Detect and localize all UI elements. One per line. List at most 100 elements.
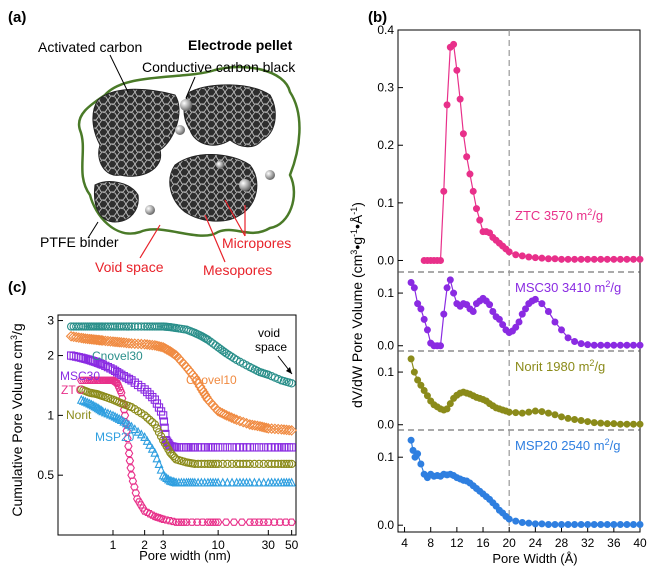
panel-b-data-point <box>457 96 463 102</box>
panel-b-data-point <box>604 256 610 262</box>
panel-b-xtick-label: 12 <box>450 536 464 550</box>
label-activated-carbon: Activated carbon <box>38 39 142 55</box>
panel-b-data-point <box>506 409 512 415</box>
carbon-black-sphere <box>180 99 192 111</box>
panel-b-data-point <box>513 410 519 416</box>
panel-b-data-point <box>545 309 551 315</box>
carbon-particle-2 <box>184 85 275 147</box>
panel-b-data-point <box>598 256 604 262</box>
panel-b-data-point <box>460 131 466 137</box>
panel-b-data-point <box>565 522 571 528</box>
panel-b-data-point <box>572 256 578 262</box>
panel-b-data-point <box>630 421 636 427</box>
panel-b-data-point <box>447 277 453 283</box>
panel-b-data-point <box>552 412 558 418</box>
carbon-black-sphere <box>216 161 224 169</box>
panel-c-data-point <box>223 519 230 525</box>
panel-b: (b) dV/dW Pore Volume (cm3•g-1•Å-1) Pore… <box>349 9 647 566</box>
panel-b-data-point <box>637 421 643 427</box>
void-space-annotation-line1: void <box>258 326 280 340</box>
panel-b-xtick-label: 32 <box>581 536 595 550</box>
panel-b-ytick-label: 0.0 <box>377 518 394 532</box>
panel-b-data-point <box>545 522 551 528</box>
panel-b-data-point <box>598 342 604 348</box>
panel-b-data-point <box>604 342 610 348</box>
panel-b-data-point <box>585 256 591 262</box>
panel-b-data-point <box>506 516 512 522</box>
panel-c-ytick-label: 2 <box>47 349 54 363</box>
carbon-black-sphere <box>239 179 251 191</box>
panel-b-data-point <box>539 301 545 307</box>
panel-b-data-point <box>513 518 519 524</box>
panel-c-data-point <box>260 444 267 451</box>
panel-b-data-point <box>470 188 476 194</box>
panel-b-ytick-label: 0.4 <box>377 23 394 37</box>
panel-b-data-point <box>473 206 479 212</box>
panel-b-ylabel: dV/dW Pore Volume (cm3•g-1•Å-1) <box>349 202 365 408</box>
panel-c-xtick-label: 50 <box>285 538 299 552</box>
panel-b-data-point <box>617 421 623 427</box>
panel-b-series-label: MSC30 3410 m2/g <box>515 279 621 295</box>
panel-b-data-point <box>565 335 571 341</box>
panel-c-data-point <box>238 519 245 525</box>
panel-b-ytick-label: 0.0 <box>377 339 394 353</box>
panel-b-data-point <box>532 408 538 414</box>
panel-b-data-point <box>624 522 630 528</box>
panel-b-data-point <box>444 102 450 108</box>
panel-c-data-point <box>288 444 295 451</box>
panel-c-label: (c) <box>8 279 26 296</box>
panel-c-series-label: MSC30 <box>60 369 100 383</box>
label-mesopores: Mesopores <box>203 262 272 278</box>
panel-b-data-point <box>611 421 617 427</box>
panel-c-data-point <box>187 444 194 451</box>
panel-c-series-label: Norit <box>66 408 92 422</box>
panel-b-data-point <box>519 410 525 416</box>
panel-c-data-point <box>180 444 187 451</box>
panel-b-data-point <box>617 522 623 528</box>
panel-c-data-point <box>285 444 292 451</box>
panel-b-data-point <box>539 409 545 415</box>
panel-b-series-label: MSP20 2540 m2/g <box>515 437 620 453</box>
panel-b-xtick-label: 36 <box>607 536 621 550</box>
panel-b-data-point <box>454 67 460 73</box>
void-space-annotation-line2: space <box>255 340 287 354</box>
panel-b-data-point <box>438 257 444 263</box>
panel-b-data-point <box>487 302 493 308</box>
panel-b-data-point <box>444 285 450 291</box>
panel-b-xtick-label: 28 <box>555 536 569 550</box>
panel-b-data-point <box>552 256 558 262</box>
panel-c-data-point <box>146 391 153 398</box>
panel-b-series-label: ZTC 3570 m2/g <box>515 207 603 223</box>
panel-b-data-point <box>604 421 610 427</box>
panel-b-data-point <box>578 418 584 424</box>
panel-b-data-point <box>630 256 636 262</box>
panel-b-xtick-label: 24 <box>529 536 543 550</box>
panel-b-data-point <box>441 311 447 317</box>
panel-a-label: (a) <box>8 9 26 26</box>
panel-b-ytick-label: 0.0 <box>377 418 394 432</box>
panel-b-data-point <box>552 319 558 325</box>
panel-b-data-point <box>418 461 424 467</box>
panel-c-ytick-label: 1 <box>47 408 54 422</box>
panel-b-data-point <box>637 342 643 348</box>
panel-b-data-point <box>532 296 538 302</box>
panel-c-series-label: MSP20 <box>95 430 135 444</box>
panel-b-data-point <box>418 306 424 312</box>
panel-c-series-label: ZTC <box>61 383 85 397</box>
panel-c-data-point <box>132 490 139 496</box>
panel-c-data-point <box>224 444 231 451</box>
panel-b-data-point <box>624 342 630 348</box>
panel-c-data-point <box>209 444 216 451</box>
label-electrode-pellet: Electrode pellet <box>188 37 293 53</box>
panel-c-series-label: Cnovel30 <box>92 349 143 363</box>
panel-b-ytick-label: 0.1 <box>377 286 394 300</box>
panel-b-data-point <box>513 252 519 258</box>
panel-b-xtick-label: 4 <box>401 536 408 550</box>
panel-b-data-point <box>545 256 551 262</box>
panel-b-data-point <box>637 256 643 262</box>
panel-b-data-point <box>591 522 597 528</box>
panel-b-data-point <box>415 451 421 457</box>
panel-b-ytick-label: 0.1 <box>377 365 394 379</box>
panel-b-data-point <box>578 522 584 528</box>
